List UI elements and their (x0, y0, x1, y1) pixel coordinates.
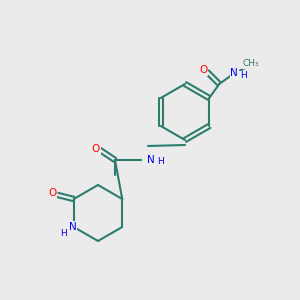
Text: H: H (240, 71, 247, 80)
Text: O: O (49, 188, 57, 198)
Text: N: N (230, 68, 238, 78)
Text: O: O (92, 144, 100, 154)
Text: N: N (69, 222, 76, 232)
Text: O: O (199, 65, 207, 75)
Text: CH₃: CH₃ (243, 59, 260, 68)
Text: N: N (147, 155, 155, 165)
Text: H: H (60, 230, 67, 238)
Text: H: H (157, 157, 164, 166)
